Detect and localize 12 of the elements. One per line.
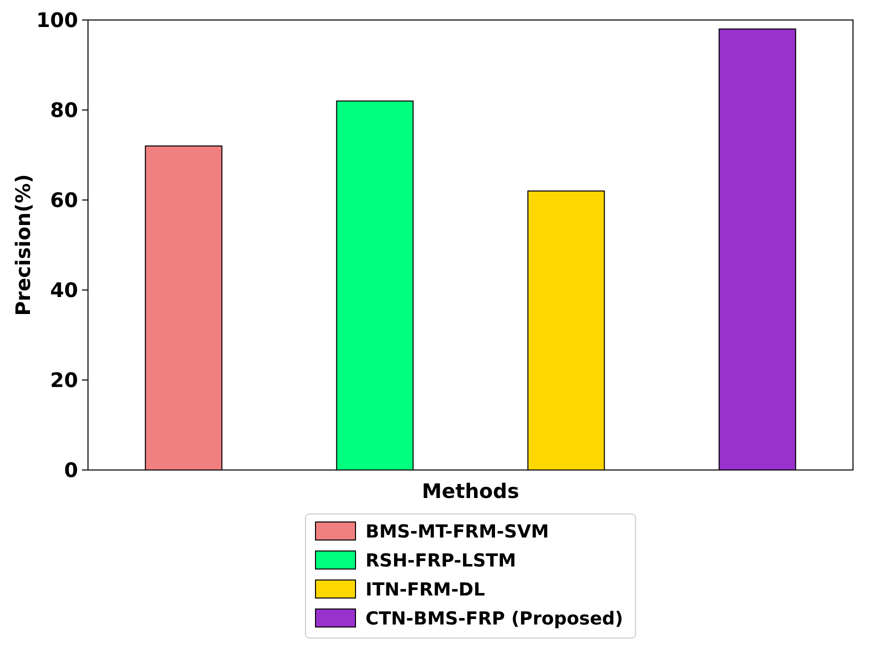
legend-label: CTN-BMS-FRP (Proposed): [366, 608, 624, 630]
y-axis-title: Precision(%): [11, 174, 35, 316]
y-tick-label: 0: [64, 458, 78, 482]
x-axis-title: Methods: [422, 479, 520, 503]
legend-label: RSH-FRP-LSTM: [366, 550, 516, 572]
y-tick-label: 20: [50, 368, 78, 392]
y-tick-label: 80: [50, 98, 78, 122]
legend-label: ITN-FRM-DL: [366, 579, 485, 600]
legend-label: BMS-MT-FRM-SVM: [366, 521, 549, 542]
y-tick-label: 40: [50, 278, 78, 302]
y-tick-label: 60: [50, 188, 78, 212]
y-tick-label: 100: [36, 8, 78, 32]
